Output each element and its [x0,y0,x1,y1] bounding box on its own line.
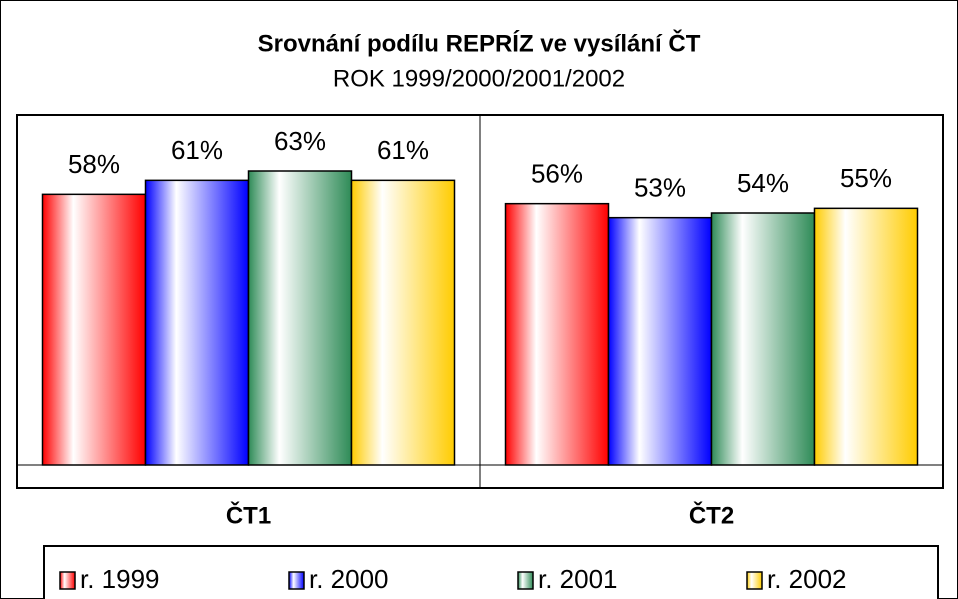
data-label: 58% [68,149,120,179]
chart-title: Srovnání podílu REPRÍZ ve vysílání ČT [258,29,701,57]
legend-label: r. 2002 [767,564,847,594]
data-label: 55% [840,163,892,193]
data-label: 61% [377,135,429,165]
legend-label: r. 2000 [309,564,389,594]
bar [710,212,816,466]
data-label: 56% [531,159,583,189]
legend-swatch [288,571,305,590]
data-label: 61% [171,135,223,165]
x-tick-label: ČT2 [689,501,734,529]
legend-swatch [59,571,76,590]
data-label: 54% [737,168,789,198]
bar [41,193,147,466]
chart-subtitle: ROK 1999/2000/2001/2002 [333,65,625,92]
bar [350,179,456,466]
bar [247,170,353,466]
legend-label: r. 1999 [80,564,160,594]
bar [813,207,919,466]
legend-label: r. 2001 [538,564,618,594]
x-tick-label: ČT1 [226,501,271,529]
legend-swatch [517,571,534,590]
bar [607,216,713,466]
bar [144,179,250,466]
data-label: 63% [274,126,326,156]
data-label: 53% [634,173,686,203]
bar [504,202,610,466]
legend-swatch [746,571,763,590]
legend-box [43,545,939,599]
